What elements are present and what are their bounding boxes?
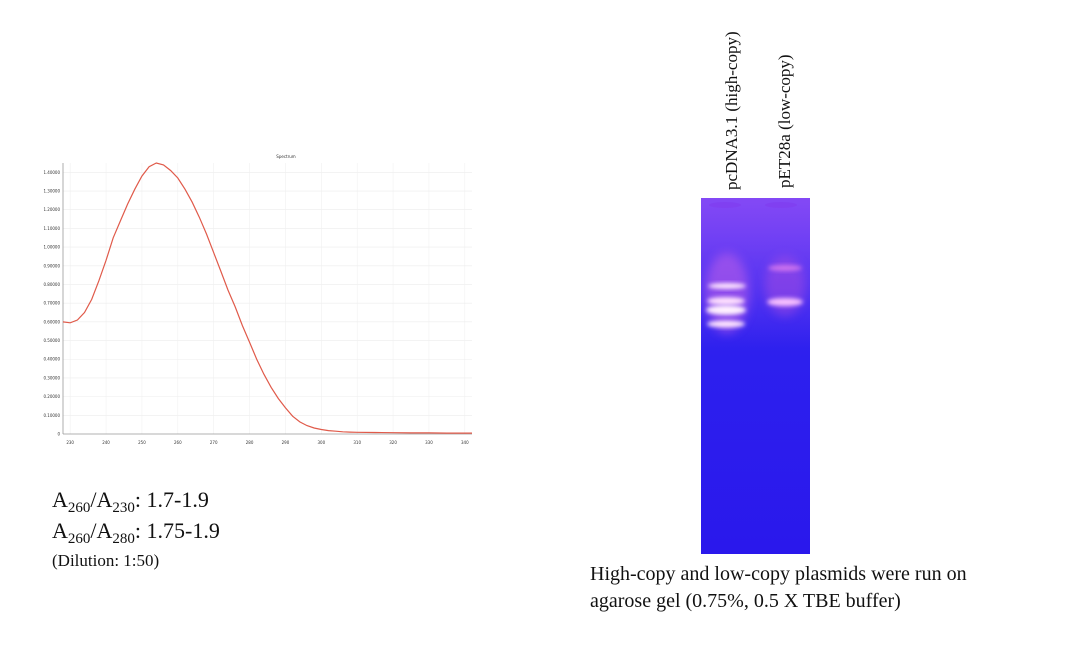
absorbance-spectrum-chart: Spectrum 0 0.10000 0.20000 0.30000 0.40000 0.… <box>43 154 472 445</box>
x-tick-label: 290 <box>282 440 290 445</box>
x-tick-label: 310 <box>353 440 361 445</box>
y-tick-label: 0.30000 <box>43 375 60 380</box>
chart-grid <box>63 163 472 435</box>
x-tick-label: 330 <box>425 440 433 445</box>
ratio-slash-a: /A <box>90 518 113 543</box>
lane1-band-1 <box>708 283 746 289</box>
y-tick-label: 0.90000 <box>43 263 60 268</box>
y-tick-label: 1.00000 <box>43 245 60 250</box>
y-tick-label: 0.80000 <box>43 282 60 287</box>
y-tick-label: 1.20000 <box>43 207 60 212</box>
ratio-sub-260: 260 <box>67 531 91 547</box>
dilution-note: (Dilution: 1:50) <box>52 551 160 570</box>
gel-caption: High-copy and low-copy plasmids were run… <box>590 563 967 612</box>
x-tick-labels: 230 240 250 260 270 280 290 300 310 320 330 340 <box>66 440 469 445</box>
ratio-value: : 1.75-1.9 <box>134 518 220 543</box>
well-1 <box>709 202 741 208</box>
y-tick-label: 0.20000 <box>43 394 60 399</box>
ratio-value: : 1.7-1.9 <box>134 487 209 512</box>
lane1-band-2 <box>707 297 745 305</box>
y-tick-label: 1.10000 <box>43 226 60 231</box>
lane1-band-4 <box>707 320 745 328</box>
y-tick-label: 0 <box>57 432 60 437</box>
y-tick-label: 1.30000 <box>43 189 60 194</box>
ratio-260-230: A260/A230: 1.7-1.9 <box>52 487 209 517</box>
x-tick-label: 270 <box>210 440 218 445</box>
x-tick-label: 230 <box>66 440 74 445</box>
ratio-slash-a: /A <box>90 487 113 512</box>
well-2 <box>765 202 797 208</box>
x-tick-label: 250 <box>138 440 146 445</box>
x-tick-label: 300 <box>317 440 325 445</box>
y-tick-label: 1.40000 <box>43 170 60 175</box>
ratio-sub-260: 260 <box>67 500 91 516</box>
y-tick-label: 0.40000 <box>43 357 60 362</box>
x-tick-label: 320 <box>389 440 397 445</box>
x-tick-label: 240 <box>102 440 110 445</box>
chart-title: Spectrum <box>276 154 295 159</box>
ratio-a-label: A <box>52 487 68 512</box>
y-tick-label: 0.50000 <box>43 338 60 343</box>
x-tick-label: 280 <box>246 440 254 445</box>
ratio-a-label: A <box>52 518 68 543</box>
lane2-band-1 <box>768 265 802 271</box>
ratio-sub-230: 230 <box>112 500 135 516</box>
spectrum-line <box>62 162 472 434</box>
gel-bands <box>701 198 810 348</box>
agarose-gel-image <box>701 198 810 554</box>
x-tick-label: 340 <box>461 440 469 445</box>
y-tick-label: 0.60000 <box>43 319 60 324</box>
y-tick-labels: 0 0.10000 0.20000 0.30000 0.40000 0.50000 0.60… <box>43 170 60 437</box>
lane1-band-3 <box>706 305 746 315</box>
ratio-260-280: A260/A280: 1.75-1.9 <box>52 518 220 548</box>
ratio-sub-280: 280 <box>112 531 135 547</box>
lane1-label: pcDNA3.1 (high-copy) <box>722 31 741 190</box>
y-tick-label: 0.10000 <box>43 413 60 418</box>
lane2-label: pET28a (low-copy) <box>775 54 794 188</box>
y-tick-label: 0.70000 <box>43 301 60 306</box>
lane2-band-2 <box>767 298 803 306</box>
x-tick-label: 260 <box>174 440 182 445</box>
